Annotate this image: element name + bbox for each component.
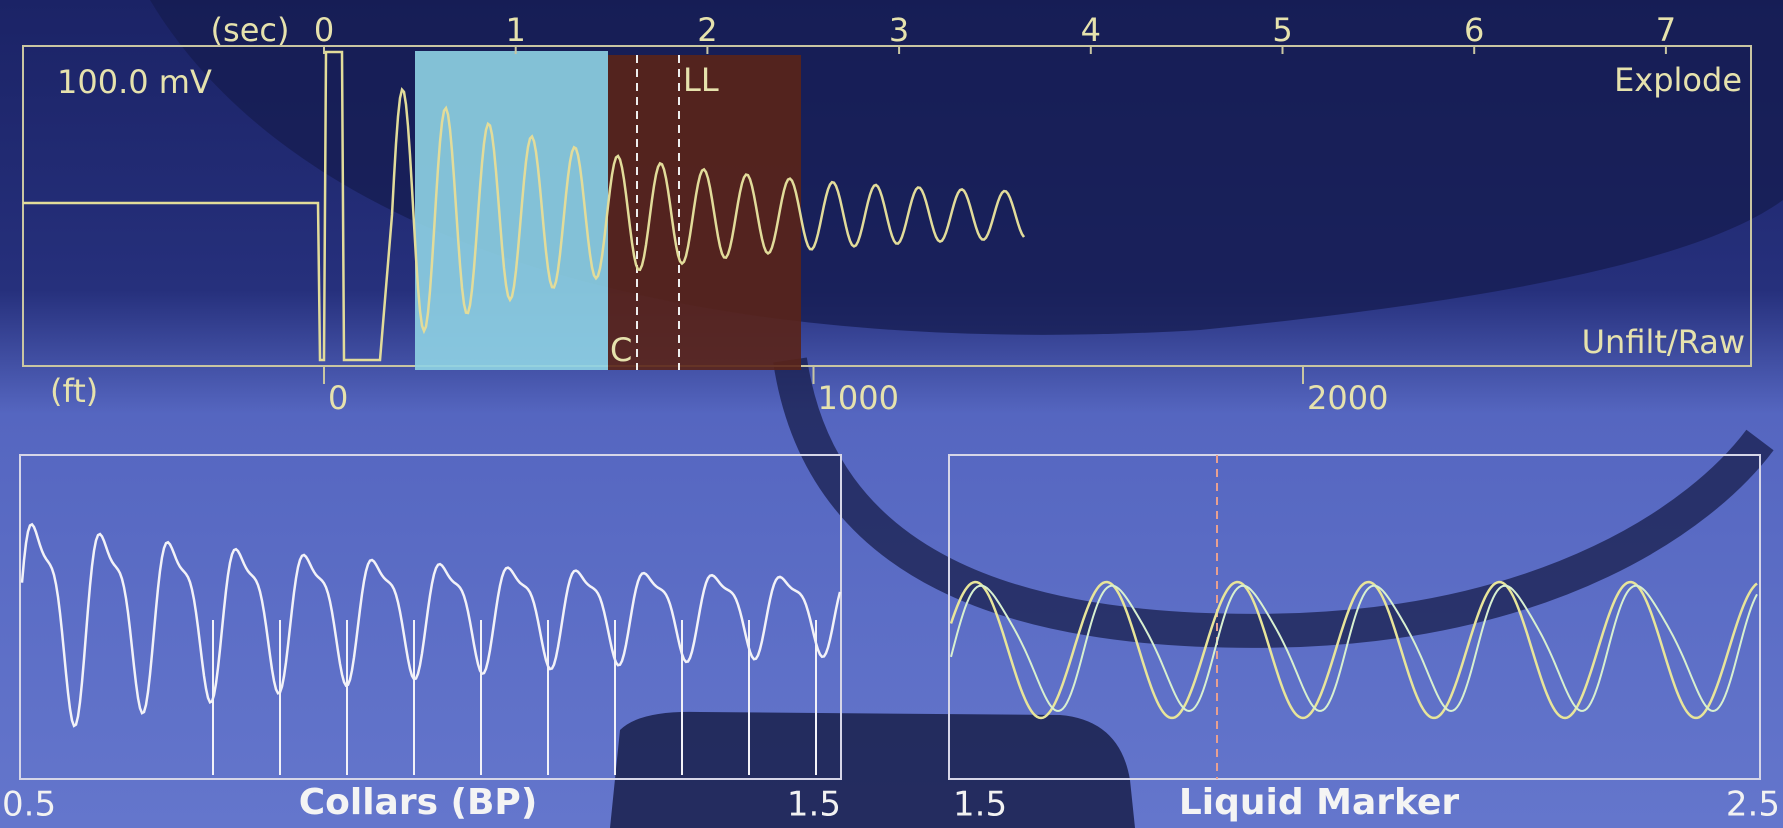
trace bbox=[23, 50, 1026, 362]
time-tick-label: 5 bbox=[1272, 11, 1292, 49]
depth-unit: (ft) bbox=[50, 372, 98, 410]
time-tick-label: 1 bbox=[506, 11, 526, 49]
top-panel-frame bbox=[22, 45, 1752, 367]
time-unit: (sec) bbox=[211, 11, 290, 49]
depth-tick-label: 1000 bbox=[818, 379, 899, 417]
scale-label: 100.0 mV bbox=[57, 63, 212, 101]
reflection bbox=[610, 711, 1135, 828]
depth-tick-label: 0 bbox=[328, 379, 348, 417]
liquid-start: 1.5 bbox=[953, 785, 1007, 825]
collars-title: Collars (BP) bbox=[299, 782, 538, 823]
trace bbox=[20, 522, 842, 728]
time-tick-label: 3 bbox=[889, 11, 909, 49]
liquid-title: Liquid Marker bbox=[1179, 782, 1460, 823]
liquid-level-marker: LL bbox=[683, 61, 719, 99]
collars-frame bbox=[19, 454, 842, 780]
trace bbox=[950, 584, 1758, 713]
depth-tick-label: 2000 bbox=[1307, 379, 1388, 417]
time-tick-label: 6 bbox=[1464, 11, 1484, 49]
time-tick-label: 2 bbox=[697, 11, 717, 49]
reflection bbox=[773, 357, 1774, 648]
liquid-window bbox=[608, 55, 801, 370]
collar-window bbox=[415, 51, 608, 370]
time-tick-label: 7 bbox=[1656, 11, 1676, 49]
filter-label: Unfilt/Raw bbox=[1582, 323, 1745, 361]
liquid-end: 2.5 bbox=[1726, 785, 1780, 825]
trace bbox=[949, 580, 1758, 720]
collars-end: 1.5 bbox=[787, 785, 841, 825]
liquid-frame bbox=[948, 454, 1761, 780]
collar-marker: C bbox=[610, 331, 632, 369]
time-tick-label: 4 bbox=[1081, 11, 1101, 49]
mode-label: Explode bbox=[1614, 61, 1742, 99]
collars-start: 0.5 bbox=[2, 785, 56, 825]
time-tick-label: 0 bbox=[314, 11, 334, 49]
